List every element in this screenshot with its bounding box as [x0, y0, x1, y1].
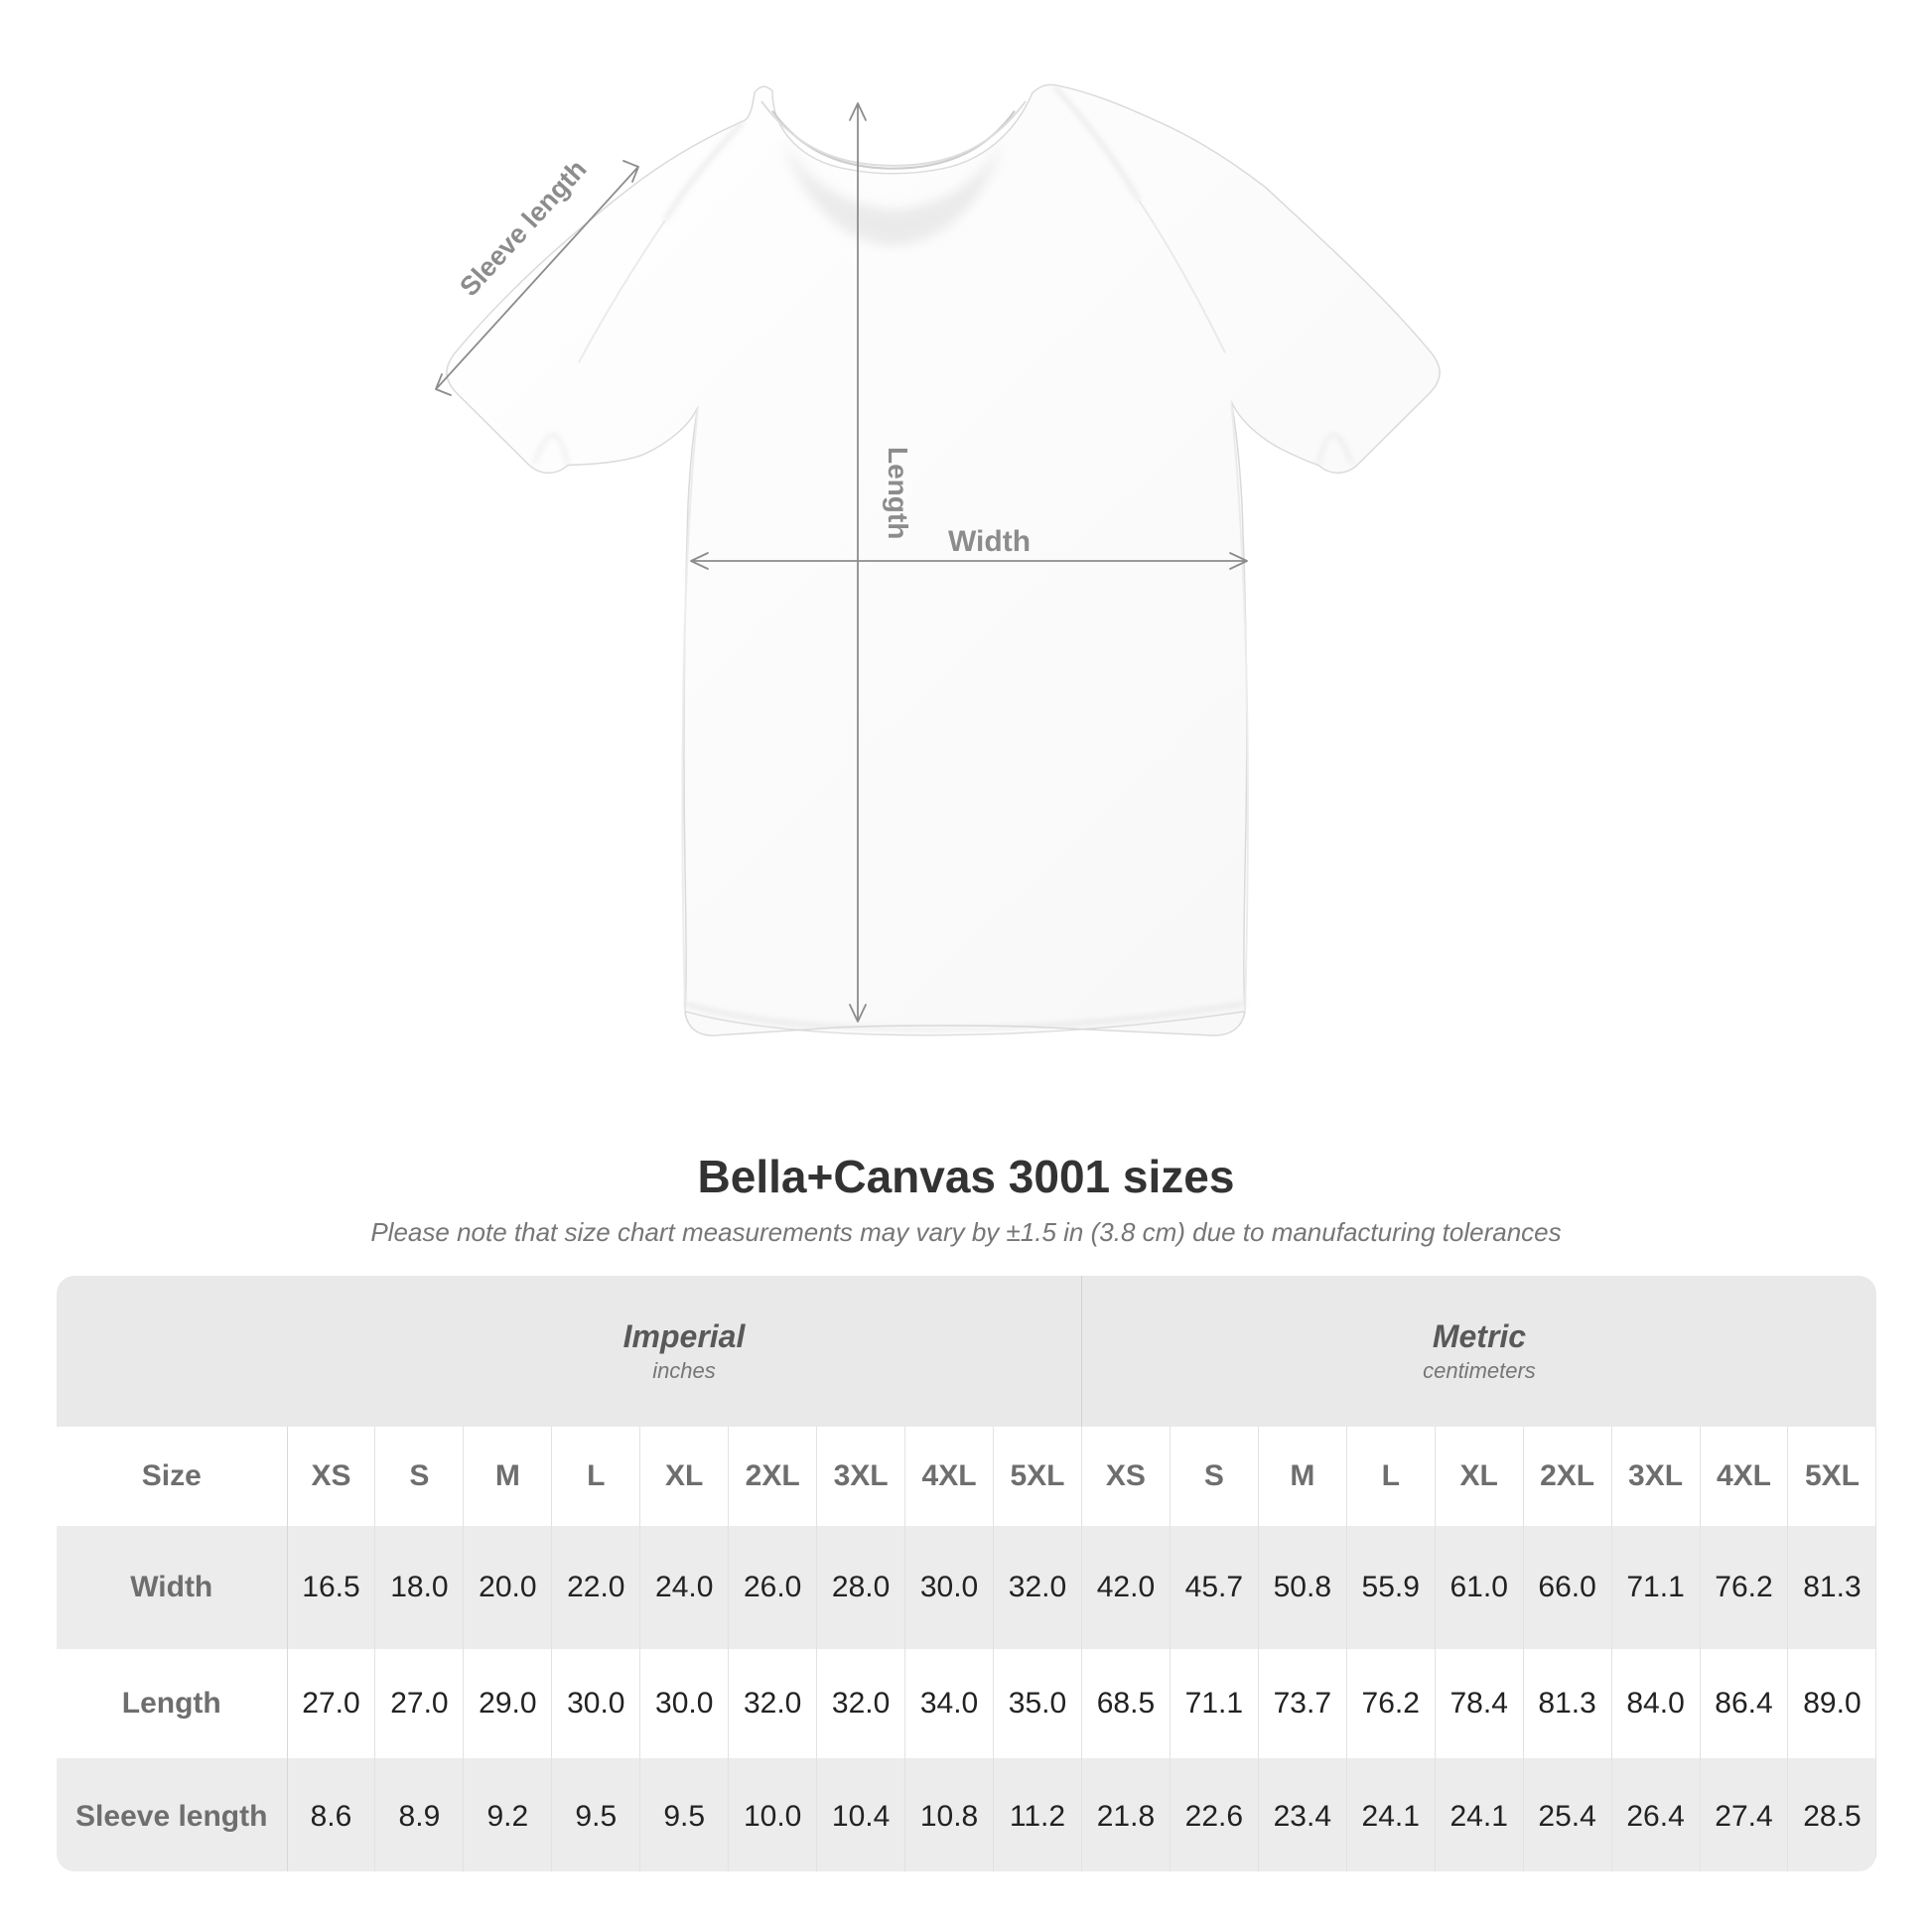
svg-text:Width: Width — [948, 525, 1031, 558]
svg-text:Sleeve length: Sleeve length — [454, 154, 592, 302]
svg-text:Length: Length — [883, 447, 913, 539]
